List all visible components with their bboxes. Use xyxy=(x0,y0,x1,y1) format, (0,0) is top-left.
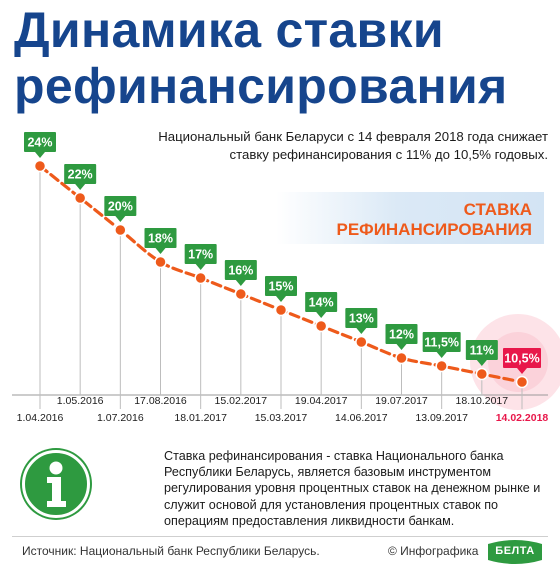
value-badge xyxy=(184,244,217,264)
value-label: 11,5% xyxy=(424,336,459,350)
value-badge xyxy=(24,132,56,152)
value-label: 18% xyxy=(148,232,173,246)
value-badge xyxy=(305,292,338,312)
banner-label: СТАВКА РЕФИНАНСИРОВАНИЯ xyxy=(337,200,533,240)
info-icon xyxy=(22,450,90,518)
value-badge-pointer xyxy=(476,360,487,366)
value-badge-pointer xyxy=(276,296,286,302)
value-badge-pointer xyxy=(356,328,367,334)
data-point xyxy=(234,287,248,301)
value-badge-pointer xyxy=(396,344,407,350)
belta-logo xyxy=(488,540,542,564)
value-badge xyxy=(385,324,418,344)
title-line-2: рефинансирования xyxy=(14,58,508,114)
source-text: Источник: Национальный банк Республики Б… xyxy=(22,544,320,558)
value-badge-pointer xyxy=(35,152,45,158)
value-label: 13% xyxy=(349,312,374,326)
data-point xyxy=(515,375,529,389)
title-line-1: Динамика ставки xyxy=(14,2,444,58)
date-label: 14.06.2017 xyxy=(335,412,388,424)
value-label: 20% xyxy=(108,200,133,214)
date-label: 13.09.2017 xyxy=(415,412,468,424)
date-label: 15.02.2017 xyxy=(215,395,268,407)
value-badge xyxy=(265,276,297,296)
date-label: 18.10.2017 xyxy=(456,395,509,407)
credit-text: © Инфографика xyxy=(388,544,479,558)
value-label: 10,5% xyxy=(504,352,539,366)
value-badge xyxy=(345,308,378,328)
value-label: 14% xyxy=(309,296,334,310)
value-badge-pointer xyxy=(195,264,206,270)
value-label: 24% xyxy=(27,136,52,150)
belta-logo-text: БЕЛТА xyxy=(495,545,535,557)
data-point xyxy=(314,319,328,333)
rate-chart: 24% 22% 20% 18% 17% 16% 15% 14% 13% 12% 11,5% 11% 10… xyxy=(12,132,560,424)
value-badge xyxy=(64,164,97,184)
data-point xyxy=(475,367,489,381)
banner-line-1: СТАВКА xyxy=(463,200,532,219)
date-label: 18.01.2017 xyxy=(174,412,227,424)
data-point xyxy=(435,359,448,373)
data-point xyxy=(114,223,127,237)
value-badge-pointer xyxy=(155,248,166,254)
data-point xyxy=(355,335,368,349)
value-badge xyxy=(144,228,177,248)
value-badge-pointer xyxy=(75,184,86,190)
date-label: 1.07.2016 xyxy=(97,412,144,424)
date-label: 15.03.2017 xyxy=(255,412,308,424)
data-point xyxy=(274,303,288,317)
value-badge-pointer xyxy=(517,368,527,374)
date-label: 14.02.2018 xyxy=(496,412,549,424)
banner-line-2: РЕФИНАНСИРОВАНИЯ xyxy=(336,220,533,239)
data-point xyxy=(154,255,167,269)
value-badge-pointer xyxy=(115,216,126,222)
value-label: 16% xyxy=(228,264,253,278)
info-text: Ставка рефинансирования - ставка Национа… xyxy=(164,449,541,528)
page-title: Динамика ставки рефинансирования xyxy=(14,2,507,114)
value-badge xyxy=(503,348,541,368)
data-point xyxy=(194,271,207,285)
date-label: 17.08.2016 xyxy=(134,395,187,407)
value-badge-pointer xyxy=(316,312,327,318)
date-label: 19.04.2017 xyxy=(295,395,348,407)
data-point xyxy=(395,351,408,365)
footer-divider xyxy=(12,536,548,537)
date-label: 1.05.2016 xyxy=(57,395,104,407)
subtitle: Национальный банк Беларуси с 14 февраля … xyxy=(158,129,548,162)
value-label: 12% xyxy=(389,328,414,342)
date-label: 19.07.2017 xyxy=(375,395,428,407)
value-badge-pointer xyxy=(235,280,246,286)
data-point xyxy=(33,159,47,173)
value-label: 22% xyxy=(68,168,93,182)
banner-background xyxy=(276,192,544,244)
data-point xyxy=(73,191,87,205)
date-label: 1.04.2016 xyxy=(17,412,64,424)
value-badge xyxy=(104,196,137,216)
value-label: 15% xyxy=(268,280,293,294)
value-label: 11% xyxy=(470,344,494,358)
value-label: 17% xyxy=(188,248,213,262)
value-badge xyxy=(422,332,461,352)
value-badge xyxy=(465,340,498,360)
value-badge-pointer xyxy=(436,352,447,358)
value-badge xyxy=(224,260,257,280)
